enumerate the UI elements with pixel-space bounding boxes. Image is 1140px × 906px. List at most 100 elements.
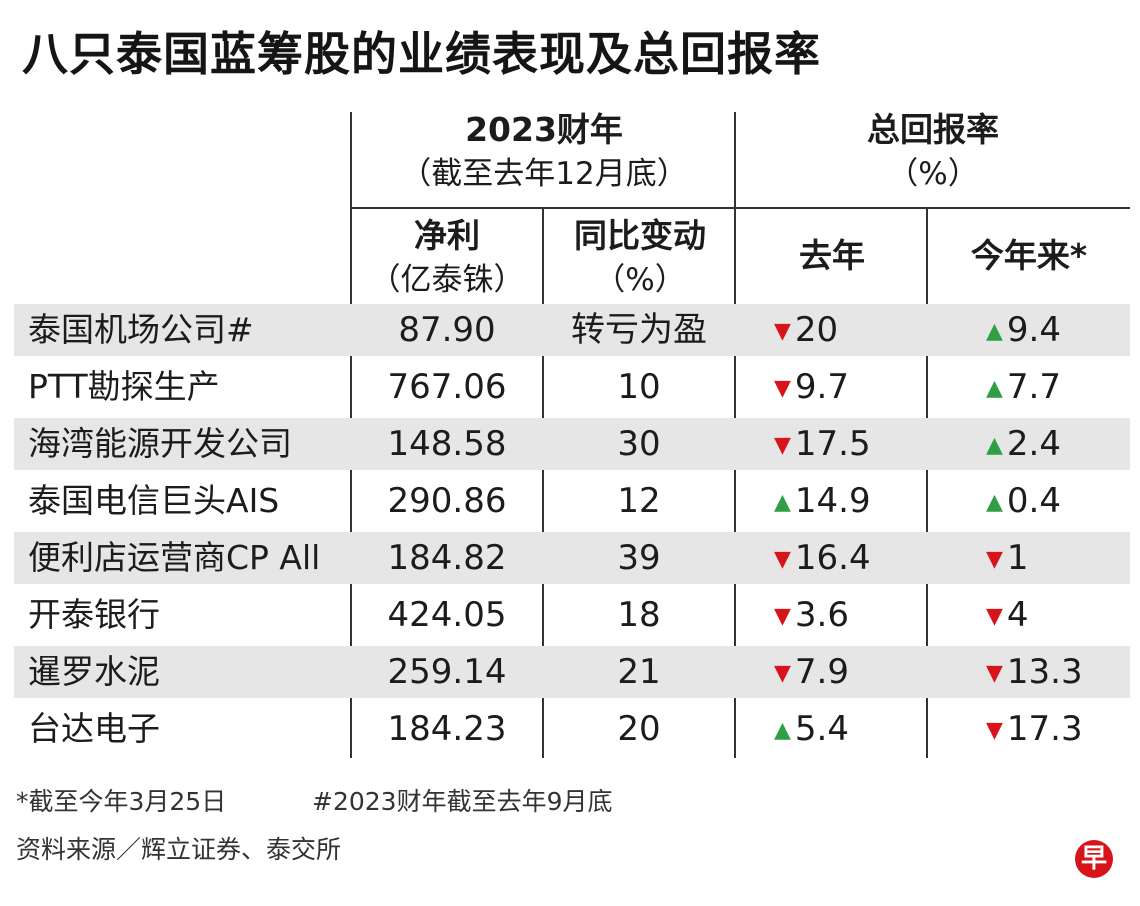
header-return-group-sub: （%）: [887, 156, 979, 192]
return-ytd-cell: ▼ 17.3: [986, 703, 1083, 755]
net-profit-value: 424.05: [387, 595, 507, 635]
yoy-change-value: 39: [617, 538, 661, 578]
down-triangle-icon: ▼: [774, 604, 791, 629]
company-name: 泰国机场公司#: [28, 310, 254, 349]
source-note: 资料来源／辉立证券、泰交所: [16, 835, 342, 864]
company-name: 海湾能源开发公司: [28, 424, 292, 463]
return-ytd-cell: ▲ 7.7: [986, 361, 1061, 413]
return-ytd-value: 1: [1006, 538, 1029, 578]
return-ytd-value: 2.4: [1006, 424, 1061, 464]
company-name: 开泰银行: [28, 595, 160, 634]
yoy-change-value: 20: [617, 709, 661, 749]
return-last-year-value: 20: [794, 310, 839, 350]
column-header-change: 同比变动 （%）: [544, 214, 736, 302]
divider-last-ytd: [926, 208, 928, 758]
company-name: 暹罗水泥: [28, 652, 160, 691]
header-divider: [352, 207, 1130, 209]
down-triangle-icon: ▼: [986, 547, 1003, 572]
up-triangle-icon: ▲: [774, 490, 791, 515]
return-ytd-cell: ▼ 1: [986, 532, 1029, 584]
footnote-ytd: *截至今年3月25日: [16, 787, 227, 816]
return-last-year-value: 17.5: [794, 424, 871, 464]
return-ytd-value: 0.4: [1006, 481, 1061, 521]
return-ytd-cell: ▼ 4: [986, 589, 1029, 641]
column-header-profit: 净利 （亿泰铢）: [352, 214, 542, 302]
return-ytd-value: 7.7: [1006, 367, 1061, 407]
return-last-year-cell: ▼ 7.9: [774, 646, 849, 698]
table-row: 台达电子 184.23 20 ▲ 5.4 ▼ 17.3: [14, 703, 1130, 755]
zaobao-logo: 早: [1075, 840, 1113, 878]
header-fy-group-label: 2023财年: [465, 110, 623, 149]
column-header-last-year: 去年: [799, 236, 865, 275]
yoy-change-value: 21: [617, 652, 661, 692]
net-profit-value: 184.82: [387, 538, 507, 578]
return-last-year-cell: ▲ 14.9: [774, 475, 871, 527]
yoy-change-value: 12: [617, 481, 661, 521]
table-row: 泰国机场公司# 87.90 转亏为盈 ▼ 20 ▲ 9.4: [14, 304, 1130, 356]
yoy-change-value: 18: [617, 595, 661, 635]
table-row: 海湾能源开发公司 148.58 30 ▼ 17.5 ▲ 2.4: [14, 418, 1130, 470]
table-row: 开泰银行 424.05 18 ▼ 3.6 ▼ 4: [14, 589, 1130, 641]
footnote-fiscal-year: #2023财年截至去年9月底: [312, 787, 613, 816]
table-row: 便利店运营商CP All 184.82 39 ▼ 16.4 ▼ 1: [14, 532, 1130, 584]
company-name: 泰国电信巨头AIS: [28, 481, 280, 520]
return-last-year-value: 5.4: [794, 709, 849, 749]
header-return-group: 总回报率 （%）: [736, 108, 1130, 196]
up-triangle-icon: ▲: [774, 718, 791, 743]
table-row: 暹罗水泥 259.14 21 ▼ 7.9 ▼ 13.3: [14, 646, 1130, 698]
down-triangle-icon: ▼: [986, 661, 1003, 686]
down-triangle-icon: ▼: [774, 433, 791, 458]
column-header-ytd: 今年来*: [970, 236, 1088, 275]
column-header-change-unit: （%）: [594, 262, 686, 298]
down-triangle-icon: ▼: [986, 718, 1003, 743]
return-ytd-cell: ▲ 9.4: [986, 304, 1061, 356]
yoy-change-value: 10: [617, 367, 661, 407]
up-triangle-icon: ▲: [986, 376, 1003, 401]
header-fy-group-sub: （截至去年12月底）: [400, 156, 688, 192]
down-triangle-icon: ▼: [774, 319, 791, 344]
return-last-year-value: 14.9: [794, 481, 871, 521]
down-triangle-icon: ▼: [774, 376, 791, 401]
return-last-year-value: 9.7: [794, 367, 849, 407]
net-profit-value: 87.90: [398, 310, 496, 350]
header-return-group-label: 总回报率: [867, 110, 999, 149]
return-ytd-cell: ▲ 0.4: [986, 475, 1061, 527]
column-header-profit-unit: （亿泰铢）: [369, 262, 525, 298]
return-last-year-value: 7.9: [794, 652, 849, 692]
up-triangle-icon: ▲: [986, 433, 1003, 458]
return-ytd-cell: ▲ 2.4: [986, 418, 1061, 470]
company-name: 便利店运营商CP All: [28, 538, 321, 577]
return-ytd-value: 17.3: [1006, 709, 1083, 749]
net-profit-value: 290.86: [387, 481, 507, 521]
up-triangle-icon: ▲: [986, 319, 1003, 344]
column-header-profit-label: 净利: [414, 216, 480, 255]
return-last-year-value: 3.6: [794, 595, 849, 635]
return-last-year-cell: ▼ 17.5: [774, 418, 871, 470]
return-ytd-cell: ▼ 13.3: [986, 646, 1083, 698]
company-name: PTT勘探生产: [28, 367, 220, 406]
net-profit-value: 184.23: [387, 709, 507, 749]
net-profit-value: 767.06: [387, 367, 507, 407]
return-last-year-cell: ▲ 5.4: [774, 703, 849, 755]
return-ytd-value: 9.4: [1006, 310, 1061, 350]
column-header-change-label: 同比变动: [574, 216, 706, 255]
up-triangle-icon: ▲: [986, 490, 1003, 515]
return-last-year-value: 16.4: [794, 538, 871, 578]
return-last-year-cell: ▼ 16.4: [774, 532, 871, 584]
return-last-year-cell: ▼ 20: [774, 304, 838, 356]
down-triangle-icon: ▼: [774, 661, 791, 686]
down-triangle-icon: ▼: [986, 604, 1003, 629]
table-row: PTT勘探生产 767.06 10 ▼ 9.7 ▲ 7.7: [14, 361, 1130, 413]
return-ytd-value: 4: [1006, 595, 1029, 635]
return-last-year-cell: ▼ 9.7: [774, 361, 849, 413]
table-row: 泰国电信巨头AIS 290.86 12 ▲ 14.9 ▲ 0.4: [14, 475, 1130, 527]
down-triangle-icon: ▼: [774, 547, 791, 572]
net-profit-value: 148.58: [387, 424, 507, 464]
yoy-change-value: 30: [617, 424, 661, 464]
page-title: 八只泰国蓝筹股的业绩表现及总回报率: [22, 27, 821, 81]
return-last-year-cell: ▼ 3.6: [774, 589, 849, 641]
yoy-change-value: 转亏为盈: [571, 310, 707, 350]
divider-profit-change: [542, 208, 544, 758]
header-fy-group: 2023财年 （截至去年12月底）: [352, 108, 736, 196]
net-profit-value: 259.14: [387, 652, 507, 692]
